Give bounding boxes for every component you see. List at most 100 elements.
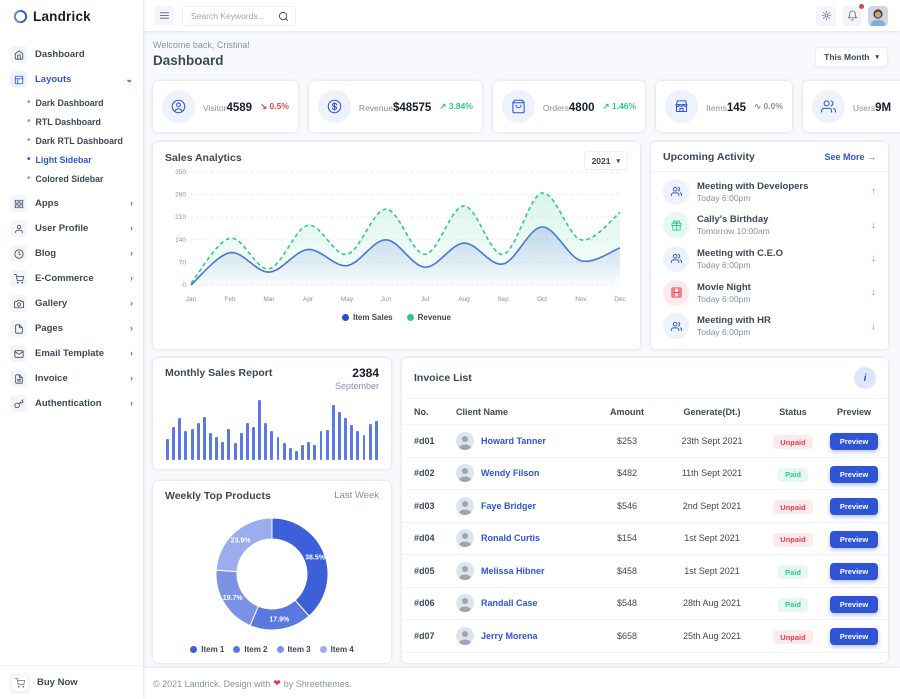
invoice-date: 2nd Sept 2021 <box>682 500 742 511</box>
client-name-link[interactable]: Randall Case <box>481 598 538 609</box>
footer-text-2: by Shreethemes. <box>283 678 352 689</box>
preview-button[interactable]: Preview <box>829 498 879 516</box>
sidebar-subitem-rtl-dashboard[interactable]: • RTL Dashboard <box>0 112 143 131</box>
activity-item[interactable]: Meeting with HR Today 6:00pm ↓ <box>663 313 876 340</box>
sidebar-subitem-colored-sidebar[interactable]: • Colored Sidebar <box>0 169 143 188</box>
activity-time: Today 6:00pm <box>697 293 751 304</box>
sidebar-item-gallery[interactable]: Gallery › <box>0 291 143 316</box>
legend-dot-icon <box>276 646 284 653</box>
sidebar-item-authentication[interactable]: Authentication › <box>0 391 143 416</box>
invoice-amount: $154 <box>616 533 638 544</box>
notifications-button[interactable] <box>842 3 864 26</box>
preview-button[interactable]: Preview <box>829 433 879 451</box>
sidebar-item-e-commerce[interactable]: E-Commerce › <box>0 266 143 291</box>
bar <box>239 433 243 460</box>
activity-title: Meeting with Developers <box>697 180 809 192</box>
bar <box>307 442 311 460</box>
main-area: Welcome back, Cristina! Dashboard This M… <box>143 0 900 699</box>
client-name-link[interactable]: Howard Tanner <box>481 435 546 446</box>
legend-item[interactable]: Revenue <box>406 313 451 322</box>
svg-text:23.9%: 23.9% <box>231 537 252 544</box>
weekly-products-title: Weekly Top Products <box>165 490 271 502</box>
hamburger-menu-button[interactable] <box>155 6 174 25</box>
year-dropdown[interactable]: 2021 ▾ <box>583 151 628 170</box>
status-cell: Paid <box>762 562 824 580</box>
svg-text:Jan: Jan <box>186 296 197 303</box>
sidebar-item-blog[interactable]: Blog › <box>0 241 143 266</box>
preview-button[interactable]: Preview <box>829 628 879 646</box>
bar <box>178 418 182 460</box>
client-name-link[interactable]: Jerry Morena <box>481 630 538 641</box>
client-avatar <box>456 431 474 450</box>
activity-time: Today 6:00pm <box>697 327 751 338</box>
preview-button[interactable]: Preview <box>829 563 879 581</box>
user-avatar-button[interactable] <box>868 5 888 26</box>
activity-title: Upcoming Activity <box>663 151 755 163</box>
search <box>182 5 296 26</box>
brand-logo[interactable]: Landrick <box>0 0 143 32</box>
chevron-right-icon: › <box>130 298 133 308</box>
legend-item[interactable]: Item Sales <box>342 313 393 322</box>
client-avatar <box>456 529 474 548</box>
settings-button[interactable] <box>816 5 836 26</box>
client-name-link[interactable]: Faye Bridger <box>481 500 537 511</box>
stat-text: Users9M <box>853 98 891 116</box>
sidebar-item-apps[interactable]: Apps › <box>0 191 143 216</box>
invoice-table-header: No. Client Name Amount Generate(Dt.) Status P… <box>402 398 888 425</box>
invoice-row-d03: #d03 Faye Bridger $546 2nd Sept 2021 Unpaid P… <box>402 490 888 523</box>
sidebar-item-dashboard[interactable]: Dashboard <box>0 42 143 67</box>
status-badge: Paid <box>778 565 808 580</box>
sidebar-subitem-dark-rtl-dashboard[interactable]: • Dark RTL Dashboard <box>0 131 143 150</box>
search-input[interactable] <box>182 5 296 26</box>
client-cell: Faye Bridger <box>456 496 592 515</box>
sidebar-item-pages[interactable]: Pages › <box>0 316 143 341</box>
invoice-date: 11th Sept 2021 <box>681 468 743 479</box>
client-name-link[interactable]: Wendy Filson <box>481 468 540 479</box>
trend-up-icon: ↗ 3.84% <box>439 101 473 111</box>
period-label: This Month <box>824 52 870 62</box>
legend-item[interactable]: Item 1 <box>190 645 224 654</box>
sidebar-item-layouts[interactable]: Layouts ⌄ <box>0 67 143 92</box>
sidebar-item-invoice[interactable]: Invoice › <box>0 366 143 391</box>
status-badge: Paid <box>778 467 808 482</box>
legend-item[interactable]: Item 3 <box>276 645 311 654</box>
see-more-link[interactable]: See More → <box>824 152 876 162</box>
sidebar-subitem-dark-dashboard[interactable]: • Dark Dashboard <box>0 93 143 112</box>
activity-item[interactable]: Cally's Birthday Tomorrow 10:00am ↓ <box>663 212 876 239</box>
invoice-menu-button[interactable]: i <box>854 367 876 389</box>
bullet-icon: • <box>27 116 31 127</box>
period-dropdown[interactable]: This Month ▾ <box>815 47 888 67</box>
preview-button[interactable]: Preview <box>829 530 879 548</box>
arrow-down-icon: ↓ <box>871 287 876 299</box>
chevron-down-icon: ▾ <box>616 157 620 165</box>
invoice-no: #d02 <box>414 468 435 479</box>
legend-item[interactable]: Item 2 <box>233 645 268 654</box>
topbar <box>143 0 900 31</box>
topbar-actions <box>816 3 888 26</box>
preview-button[interactable]: Preview <box>829 595 879 613</box>
status-badge: Unpaid <box>773 532 813 547</box>
chevron-down-icon: ⌄ <box>125 74 133 84</box>
preview-button[interactable]: Preview <box>829 465 879 483</box>
footer: © 2021 Landrick. Design with ❤ by Shreet… <box>143 668 900 699</box>
client-name-link[interactable]: Melissa Hibner <box>481 565 545 576</box>
users-icon <box>663 313 689 340</box>
search-icon[interactable] <box>278 9 291 22</box>
activity-item[interactable]: Meeting with Developers Today 6:00pm ↑ <box>663 178 876 205</box>
sidebar-subitem-light-sidebar[interactable]: • Light Sidebar <box>0 150 143 169</box>
activity-time: Today 6:00pm <box>697 259 751 270</box>
activity-title: Meeting with HR <box>697 315 771 327</box>
activity-item[interactable]: Movie Night Today 6:00pm ↓ <box>663 279 876 306</box>
stat-card-visitor: Visitor4589 ↘ 0.5% <box>153 81 298 132</box>
legend-item[interactable]: Item 4 <box>319 645 354 654</box>
buy-now-button[interactable]: Buy Now <box>0 665 143 699</box>
svg-text:Mar: Mar <box>263 296 275 303</box>
sidebar-item-email-template[interactable]: Email Template › <box>0 341 143 366</box>
client-name-link[interactable]: Ronald Curtis <box>481 533 541 544</box>
activity-item[interactable]: Meeting with C.E.O Today 6:00pm ↓ <box>663 245 876 272</box>
footer-text: © 2021 Landrick. Design with <box>153 678 271 689</box>
preview-cell: Preview <box>824 431 888 451</box>
invoice-header: Invoice List i <box>402 358 888 398</box>
sidebar-item-label: Apps <box>35 198 59 209</box>
sidebar-item-user-profile[interactable]: User Profile › <box>0 216 143 241</box>
